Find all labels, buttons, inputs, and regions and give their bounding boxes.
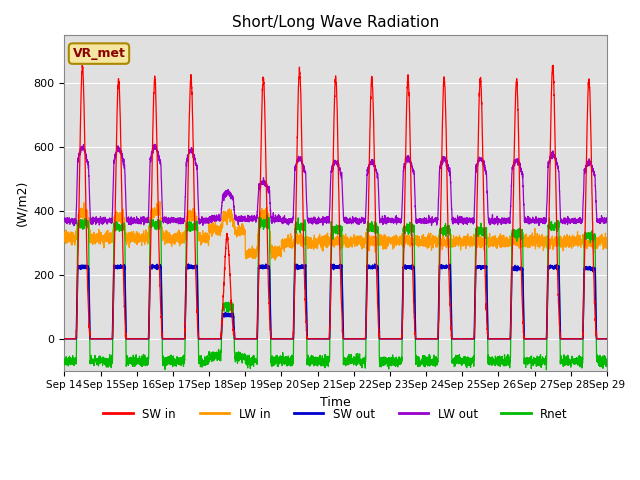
Y-axis label: (W/m2): (W/m2): [15, 180, 28, 226]
Title: Short/Long Wave Radiation: Short/Long Wave Radiation: [232, 15, 439, 30]
Text: VR_met: VR_met: [72, 47, 125, 60]
X-axis label: Time: Time: [320, 396, 351, 409]
Legend: SW in, LW in, SW out, LW out, Rnet: SW in, LW in, SW out, LW out, Rnet: [99, 403, 573, 425]
